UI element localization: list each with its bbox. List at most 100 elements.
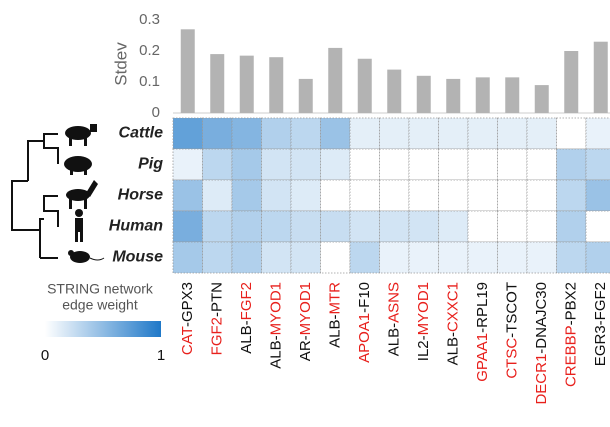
bar	[357, 58, 372, 113]
heatmap-cell	[408, 148, 439, 181]
heatmap-cell	[526, 179, 557, 212]
label-part: FGF2	[238, 282, 255, 320]
heatmap-cell	[349, 179, 380, 212]
bar	[180, 29, 195, 113]
row-label: Mouse	[112, 249, 163, 266]
heatmap-cell	[497, 241, 528, 274]
heatmap-cell	[438, 117, 469, 150]
bar	[387, 69, 402, 113]
row-label: Human	[109, 218, 163, 235]
heatmap-cell	[231, 241, 262, 274]
heatmap-cell	[231, 148, 262, 181]
x-tick-label: CREBBP-PBX2	[562, 282, 579, 387]
heatmap-cell	[526, 241, 557, 274]
heatmap-cell	[526, 148, 557, 181]
colorbar-label: edge weight	[62, 297, 138, 313]
heatmap-cell	[349, 117, 380, 150]
heatmap-cell	[556, 117, 587, 150]
x-tick-label: EGR3-FGF2	[592, 282, 609, 366]
heatmap-cell	[320, 148, 351, 181]
x-tick-label: ALB-ASNS	[385, 282, 402, 356]
heatmap-cell	[349, 210, 380, 243]
heatmap-cell	[261, 148, 292, 181]
heatmap-cell	[231, 117, 262, 150]
bar	[534, 85, 549, 113]
x-tick-label: CTSC-TSCOT	[503, 282, 520, 379]
y-tick-label: 0.1	[139, 73, 160, 90]
heatmap-cell	[497, 117, 528, 150]
heatmap-cell	[290, 210, 321, 243]
heatmap-cell	[290, 148, 321, 181]
x-tick-label: DECR1-DNAJC30	[533, 282, 550, 405]
heatmap-cell	[556, 210, 587, 243]
heatmap-cell	[467, 241, 498, 274]
colorbar-tick-label: 0	[41, 347, 49, 364]
heatmap-cell	[379, 210, 410, 243]
heatmap-cell	[556, 148, 587, 181]
bar	[239, 55, 254, 113]
label-part: -F10	[356, 282, 373, 313]
row-label: Pig	[138, 156, 163, 173]
heatmap-cell	[231, 210, 262, 243]
x-tick-label: ALB-FGF2	[238, 282, 255, 354]
heatmap-cell	[202, 179, 233, 212]
y-tick-label: 0	[152, 104, 160, 121]
heatmap-cell	[379, 117, 410, 150]
label-part: -PTN	[208, 282, 225, 317]
bar	[298, 78, 313, 113]
label-part: GPAA1	[474, 333, 491, 382]
heatmap-cell	[172, 179, 203, 212]
heatmap-cell	[497, 210, 528, 243]
heatmap-cell	[202, 148, 233, 181]
heatmap-cell	[202, 241, 233, 274]
heatmap-cell	[261, 179, 292, 212]
heatmap-cell	[585, 179, 610, 212]
heatmap-cell	[408, 210, 439, 243]
heatmap-cell	[379, 241, 410, 274]
heatmap-cell	[261, 117, 292, 150]
x-tick-label: APOA1-F10	[356, 282, 373, 363]
heatmap-cell	[379, 148, 410, 181]
heatmap-cell	[172, 241, 203, 274]
heatmap-cell	[556, 241, 587, 274]
label-part: ALB-	[326, 315, 343, 348]
label-part: -DNAJC30	[533, 282, 550, 354]
heatmap-cell	[585, 148, 610, 181]
label-part: ALB-	[444, 332, 461, 365]
x-tick-label: ALB-CXXC1	[444, 282, 461, 365]
bar	[593, 41, 608, 114]
label-part: CREBBP	[562, 325, 579, 387]
x-tick-label: CAT-GPX3	[179, 282, 196, 355]
label-part: -TSCOT	[503, 282, 520, 338]
label-part: IL2-	[415, 335, 432, 361]
heatmap-cell	[320, 179, 351, 212]
label-part: MTR	[326, 282, 343, 315]
label-part: -PBX2	[562, 282, 579, 325]
row-label: Horse	[118, 187, 163, 204]
x-tick-label: GPAA1-RPL19	[474, 282, 491, 382]
bar	[475, 77, 490, 113]
heatmap-cell	[585, 210, 610, 243]
heatmap-cell	[202, 210, 233, 243]
heatmap-cell	[290, 179, 321, 212]
colorbar	[45, 321, 161, 337]
label-part: EGR3-FGF2	[592, 282, 609, 366]
heatmap-cell	[438, 241, 469, 274]
heatmap-cell	[172, 148, 203, 181]
y-axis-label: Stdev	[111, 42, 130, 86]
heatmap-cell	[172, 117, 203, 150]
y-tick-label: 0.2	[139, 42, 160, 59]
heatmap-cell	[408, 241, 439, 274]
bar	[416, 75, 431, 113]
x-tick-label: AR-MYOD1	[297, 282, 314, 361]
colorbar-tick-label: 1	[157, 347, 165, 364]
heatmap-cell	[497, 179, 528, 212]
colorbar-label: STRING network	[47, 281, 154, 297]
bar	[564, 51, 579, 113]
heatmap-cell	[202, 117, 233, 150]
x-tick-label: ALB-MYOD1	[267, 282, 284, 369]
heatmap-cell	[526, 117, 557, 150]
heatmap-cell	[261, 210, 292, 243]
heatmap-cell	[467, 148, 498, 181]
